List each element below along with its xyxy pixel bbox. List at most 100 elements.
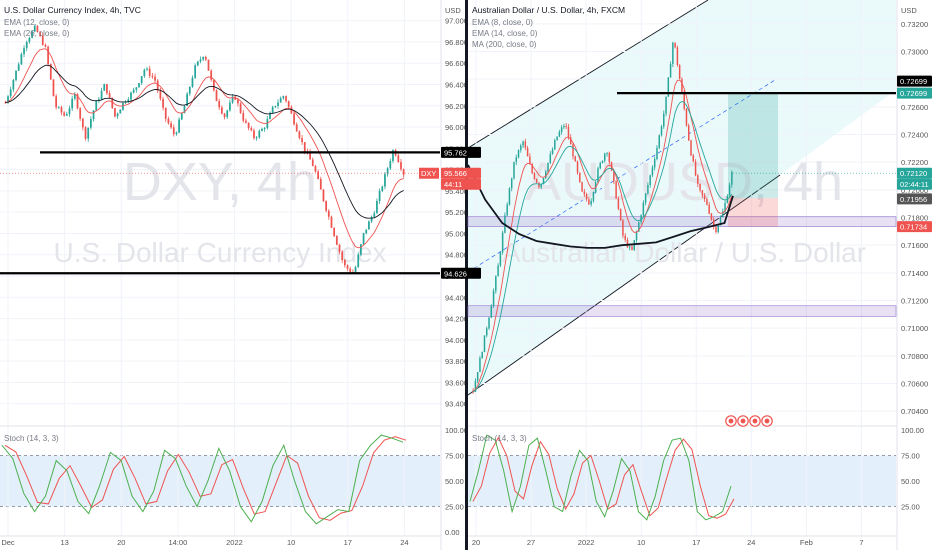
candle[interactable] <box>298 130 301 140</box>
position-target-area[interactable] <box>728 93 778 199</box>
candle[interactable] <box>362 232 365 246</box>
candle[interactable] <box>293 111 295 126</box>
candle[interactable] <box>647 182 649 195</box>
candle[interactable] <box>116 112 119 119</box>
candle[interactable] <box>220 105 223 115</box>
dxy-time-axis[interactable]: Dec 13 20 14:00 2022 10 17 24 <box>0 535 441 547</box>
candle[interactable] <box>39 30 41 38</box>
candle[interactable] <box>694 159 697 177</box>
candle[interactable] <box>572 142 574 160</box>
candle[interactable] <box>529 153 531 165</box>
audusd-time-axis[interactable]: 20 27 2022 10 17 24 Feb 7 <box>468 535 897 547</box>
candle[interactable] <box>295 122 298 132</box>
candle[interactable] <box>360 243 362 257</box>
candle[interactable] <box>402 168 405 178</box>
demand-zone-0[interactable] <box>467 216 897 227</box>
candle[interactable] <box>644 192 647 206</box>
candle[interactable] <box>687 123 690 141</box>
candle[interactable] <box>285 95 287 103</box>
candle[interactable] <box>495 275 497 294</box>
candle[interactable] <box>389 158 392 171</box>
candle[interactable] <box>531 162 533 175</box>
candle[interactable] <box>330 215 333 229</box>
candle[interactable] <box>483 335 486 353</box>
candle[interactable] <box>194 63 197 80</box>
candle[interactable] <box>33 24 36 33</box>
candle[interactable] <box>226 109 229 120</box>
candle[interactable] <box>41 32 44 46</box>
candle[interactable] <box>545 169 547 180</box>
candle[interactable] <box>23 45 25 58</box>
candle[interactable] <box>649 174 651 188</box>
candle[interactable] <box>533 171 536 180</box>
candle[interactable] <box>338 243 341 255</box>
candle[interactable] <box>597 166 599 184</box>
candle[interactable] <box>731 170 733 188</box>
audusd-zones[interactable] <box>467 216 897 317</box>
candle[interactable] <box>633 239 636 252</box>
candle[interactable] <box>261 127 263 132</box>
candle[interactable] <box>202 56 205 62</box>
candle[interactable] <box>282 95 285 100</box>
candle[interactable] <box>122 102 124 112</box>
candle[interactable] <box>676 45 679 67</box>
candle[interactable] <box>583 188 586 197</box>
candle[interactable] <box>604 152 606 163</box>
candle[interactable] <box>130 91 132 103</box>
candle[interactable] <box>106 84 108 95</box>
channel-upper-line[interactable] <box>467 0 709 149</box>
candle[interactable] <box>140 76 143 86</box>
candle[interactable] <box>400 158 402 172</box>
candle[interactable] <box>210 69 213 82</box>
candle[interactable] <box>384 171 386 190</box>
candle[interactable] <box>47 45 49 67</box>
candle[interactable] <box>381 185 384 193</box>
candle[interactable] <box>526 145 529 157</box>
candle[interactable] <box>231 93 234 104</box>
candle[interactable] <box>706 197 708 206</box>
candle[interactable] <box>301 134 303 145</box>
candle[interactable] <box>551 147 554 155</box>
candle[interactable] <box>31 30 33 39</box>
candle[interactable] <box>223 112 226 120</box>
candle[interactable] <box>7 94 9 105</box>
candle[interactable] <box>319 176 322 190</box>
candle[interactable] <box>71 95 74 112</box>
candle[interactable] <box>247 122 250 131</box>
audusd-candles[interactable] <box>472 41 733 394</box>
candle[interactable] <box>52 79 55 97</box>
candle[interactable] <box>84 126 87 141</box>
candle[interactable] <box>60 105 63 116</box>
candle[interactable] <box>178 117 180 134</box>
demand-zone-1[interactable] <box>467 305 897 317</box>
candle[interactable] <box>517 149 520 159</box>
candle[interactable] <box>68 105 71 117</box>
candle[interactable] <box>92 110 95 122</box>
candle[interactable] <box>212 79 215 92</box>
candle[interactable] <box>146 67 148 72</box>
candle[interactable] <box>524 138 527 151</box>
candle[interactable] <box>513 161 515 180</box>
candle[interactable] <box>615 180 617 199</box>
candle[interactable] <box>57 106 60 109</box>
candle[interactable] <box>508 187 511 206</box>
candle[interactable] <box>708 201 710 215</box>
candle[interactable] <box>717 224 719 234</box>
candle[interactable] <box>119 109 122 114</box>
candle[interactable] <box>490 304 493 318</box>
candle[interactable] <box>520 143 522 153</box>
candle[interactable] <box>55 94 58 110</box>
candle[interactable] <box>25 40 28 52</box>
candle[interactable] <box>576 160 579 175</box>
candle[interactable] <box>15 70 17 82</box>
candle[interactable] <box>563 123 565 130</box>
candle[interactable] <box>606 152 608 157</box>
candle[interactable] <box>674 42 676 49</box>
candle[interactable] <box>100 87 103 100</box>
candle[interactable] <box>17 62 20 72</box>
candle[interactable] <box>715 225 717 234</box>
candle[interactable] <box>703 192 706 203</box>
candle[interactable] <box>188 86 191 96</box>
candle[interactable] <box>258 129 261 139</box>
candle[interactable] <box>279 96 282 103</box>
